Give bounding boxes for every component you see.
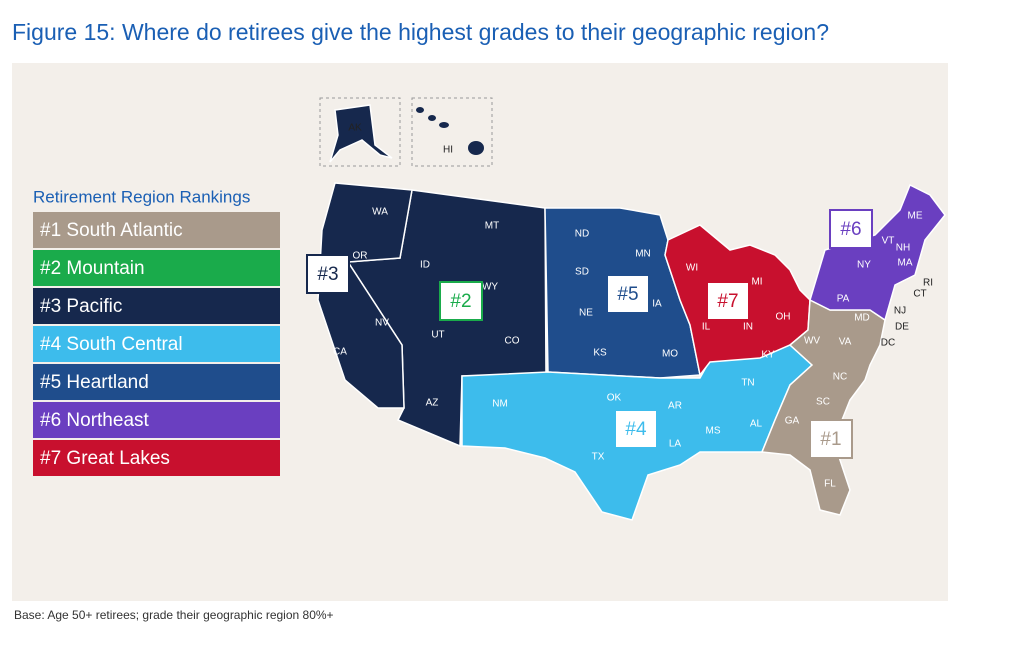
state-label: KY [761,350,775,361]
legend-swatch [33,326,280,362]
legend-swatch [33,250,280,286]
state-label: TN [741,378,754,389]
legend-label: #4 South Central [40,334,183,355]
state-label: SC [816,397,830,408]
legend-swatch [33,212,280,248]
legend-label: #2 Mountain [40,258,145,279]
legend-swatch [33,288,280,324]
state-label: NJ [894,306,906,317]
region-badge-label: #5 [617,284,638,305]
state-label: DE [895,322,909,333]
state-label: MN [635,249,651,260]
region-badge [809,419,853,459]
footnote: Base: Age 50+ retirees; grade their geog… [14,608,334,622]
state-label: HI [443,145,453,156]
region-badge-label: #1 [820,429,841,450]
state-label: OH [776,312,791,323]
region-badge [606,274,650,314]
legend-title: Retirement Region Rankings [33,187,250,206]
state-label: VA [839,337,852,348]
state-label: ND [575,229,589,240]
state-label: IA [652,299,662,310]
region-badge-label: #2 [450,291,471,312]
legend: #1 South Atlantic #2 Mountain #3 Pacific #4… [33,212,280,476]
alaska-shape [329,104,393,163]
state-label: MD [854,313,870,324]
state-label: GA [785,416,800,427]
region-badge [306,254,350,294]
hawaii-box [411,97,493,167]
state-label: NV [375,318,389,329]
state-labels: AK HI WA OR CA NV ID MT WY UT CO AZ NM ND SD NE KS MN IA MO… [333,123,933,490]
state-label: KS [593,348,607,359]
region-badge [829,209,873,249]
state-label: CO [505,336,520,347]
state-label: TX [592,452,605,463]
state-label: OR [353,251,368,262]
state-label: AK [348,123,362,134]
state-label: MO [662,349,678,360]
hawaii-shape [416,107,484,155]
state-label: PA [837,294,850,305]
state-label: IL [702,322,711,333]
state-label: MT [485,221,499,232]
legend-label: #7 Great Lakes [40,448,170,469]
state-label: LA [669,439,682,450]
state-label: CT [913,289,926,300]
state-label: WV [804,336,820,347]
state-label: AL [750,419,763,430]
state-label: NM [492,399,508,410]
state-label: DC [881,338,895,349]
state-label: AR [668,401,682,412]
region-badge [439,281,483,321]
region-badge-label: #7 [717,291,738,312]
state-label: VT [882,236,895,247]
state-label: NE [579,308,593,319]
state-label: ME [908,211,923,222]
region-south-atlantic [760,298,886,516]
region-badge [706,281,750,321]
legend-label: #1 South Atlantic [40,220,183,241]
legend-label: #5 Heartland [40,372,149,393]
state-label: WI [686,263,698,274]
title: Figure 15: Where do retirees give the hi… [12,19,829,45]
state-label: ID [420,260,430,271]
region-badge-label: #6 [840,219,861,240]
state-label: WY [482,282,498,293]
state-label: FL [824,479,836,490]
state-label: RI [923,278,933,289]
state-label: SD [575,267,589,278]
legend-label: #3 Pacific [40,296,122,317]
region-northeast [809,183,946,322]
state-label: NY [857,260,871,271]
legend-swatch [33,364,280,400]
state-label: MA [898,258,913,269]
legend-swatch [33,440,280,476]
state-label: MI [751,277,762,288]
region-badge [614,409,658,449]
state-label: OK [607,393,622,404]
state-label: IN [743,322,753,333]
state-label: NH [896,243,910,254]
state-label: UT [431,330,444,341]
legend-swatch [33,402,280,438]
region-badges: #1 #2 #3 #4 #5 #6 #7 [306,209,873,459]
legend-label: #6 Northeast [40,410,150,431]
state-label: NC [833,372,847,383]
state-label: CA [333,347,347,358]
region-badge-label: #4 [625,419,647,440]
state-label: WA [372,207,388,218]
region-badge-label: #3 [317,264,338,285]
alaska-box [319,97,401,167]
state-label: AZ [426,398,439,409]
state-label: MS [706,426,721,437]
